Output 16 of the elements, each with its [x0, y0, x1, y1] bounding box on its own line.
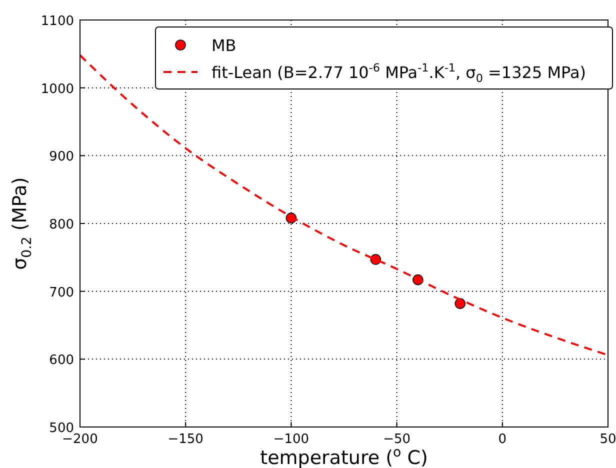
point [454, 298, 466, 309]
text: fit-Lean (B=2.77 10$^{-6}$ MPa$^{-1}$.K$^{-1}$, σ$_{0}$ =1325 MPa) [212, 62, 586, 85]
x-tick-label: 0 [498, 432, 507, 447]
x-tick-label: −50 [383, 432, 411, 447]
point [370, 254, 382, 265]
y-tick-label: 700 [49, 285, 74, 300]
x-tick-label: −150 [168, 432, 204, 447]
x-tick-label: 50 [600, 432, 616, 447]
y-tick-label: 800 [49, 218, 74, 232]
y-tick-label: 600 [49, 353, 74, 368]
y-tick-label: 1000 [40, 82, 74, 97]
y-tick-label: 900 [49, 150, 74, 165]
x-axis-title: temperature ($^{o}$ C) [260, 445, 428, 468]
x-tick-label: −100 [273, 432, 310, 447]
y-tick-label: 1100 [40, 14, 74, 29]
legend-label: MB [212, 36, 236, 55]
